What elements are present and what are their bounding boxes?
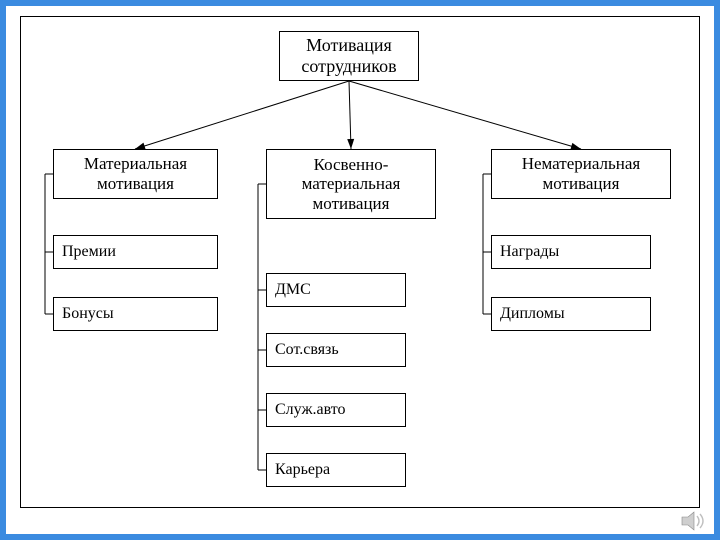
category-indirect: Косвенно-материальнаямотивация	[266, 149, 436, 219]
item-indirect-1-label: Сот.связь	[275, 341, 339, 359]
item-nonmaterial-1-label: Дипломы	[500, 305, 565, 323]
category-material: Материальнаямотивация	[53, 149, 218, 199]
category-nonmaterial-line2: мотивация	[543, 174, 620, 193]
category-indirect-line2: материальная	[302, 174, 401, 193]
root-line1: Мотивация	[306, 35, 392, 55]
item-indirect-0-label: ДМС	[275, 281, 311, 299]
slide-frame: Мотивация сотрудников Материальнаямотива…	[0, 0, 720, 540]
item-indirect-3: Карьера	[266, 453, 406, 487]
item-nonmaterial-0: Награды	[491, 235, 651, 269]
category-nonmaterial-line1: Нематериальная	[522, 154, 641, 173]
category-nonmaterial: Нематериальнаямотивация	[491, 149, 671, 199]
item-material-1: Бонусы	[53, 297, 218, 331]
item-indirect-3-label: Карьера	[275, 461, 330, 479]
category-material-line1: Материальная	[84, 154, 187, 173]
item-indirect-2-label: Служ.авто	[275, 401, 346, 419]
item-indirect-0: ДМС	[266, 273, 406, 307]
item-indirect-1: Сот.связь	[266, 333, 406, 367]
speaker-icon	[680, 510, 708, 532]
root-node: Мотивация сотрудников	[279, 31, 419, 81]
item-nonmaterial-1: Дипломы	[491, 297, 651, 331]
category-indirect-line1: Косвенно-	[314, 155, 389, 174]
diagram-stage: Мотивация сотрудников Материальнаямотива…	[21, 17, 699, 507]
item-material-0-label: Премии	[62, 243, 116, 261]
item-nonmaterial-0-label: Награды	[500, 243, 559, 261]
item-indirect-2: Служ.авто	[266, 393, 406, 427]
category-material-line2: мотивация	[97, 174, 174, 193]
diagram-frame: Мотивация сотрудников Материальнаямотива…	[20, 16, 700, 508]
root-line2: сотрудников	[301, 56, 396, 76]
item-material-1-label: Бонусы	[62, 305, 114, 323]
item-material-0: Премии	[53, 235, 218, 269]
category-indirect-line3: мотивация	[313, 194, 390, 213]
